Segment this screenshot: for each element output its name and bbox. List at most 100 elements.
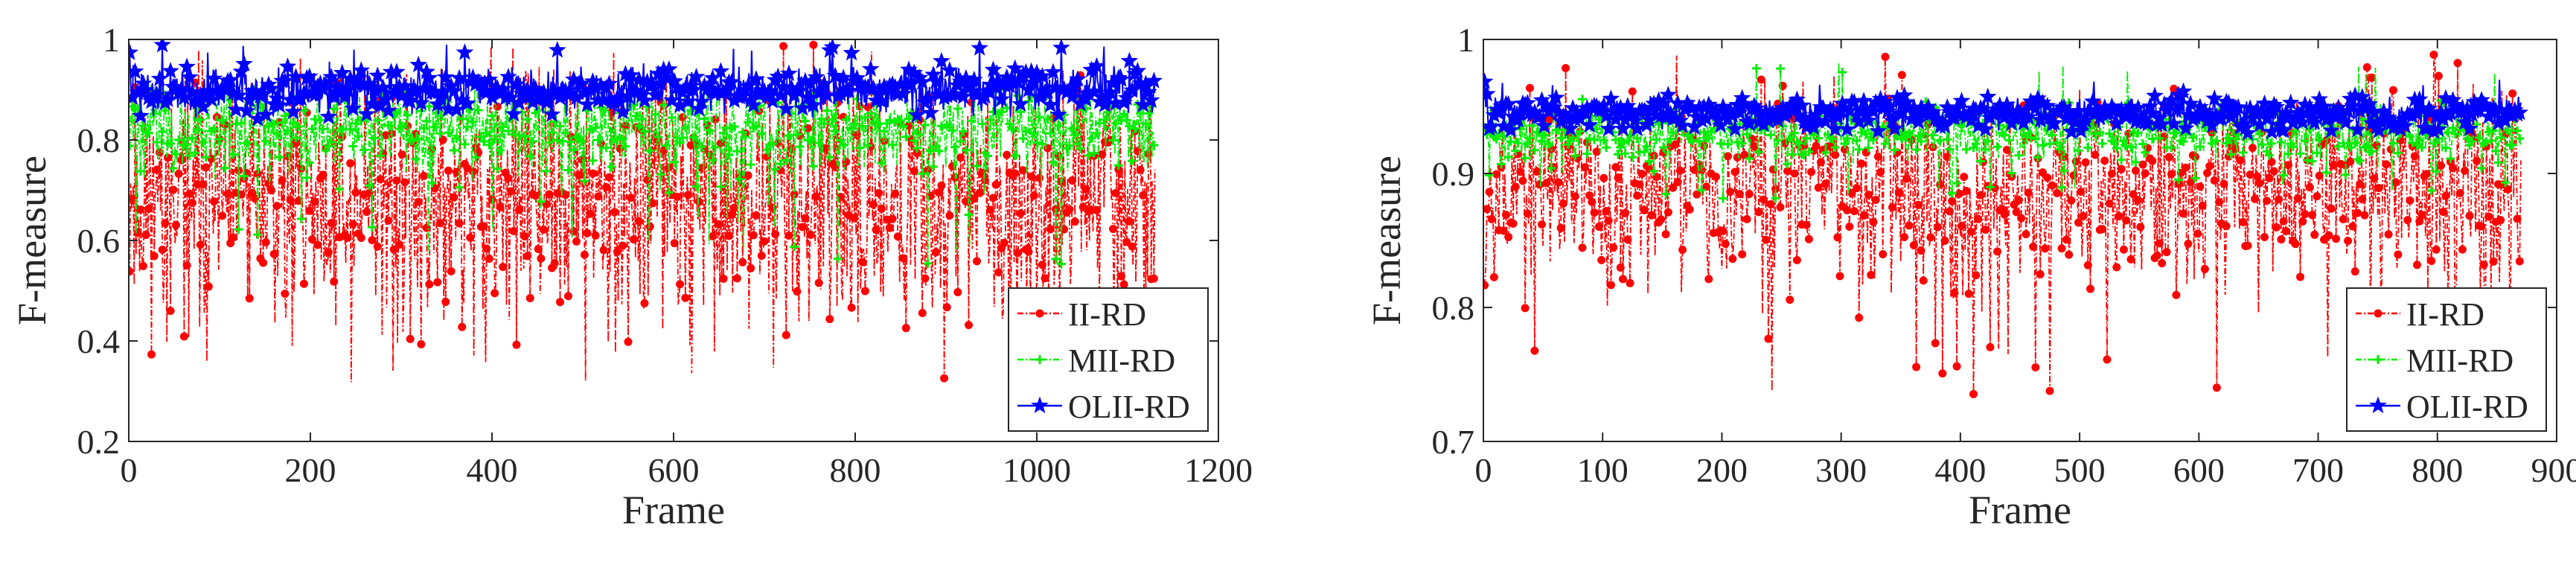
chart0-point-mii-rd bbox=[808, 162, 818, 171]
chart0-point-olii-rd bbox=[723, 72, 741, 90]
chart0-point-olii-rd bbox=[221, 71, 240, 88]
chart1-point-mii-rd bbox=[1513, 138, 1523, 148]
chart0-point-mii-rd bbox=[495, 145, 505, 155]
chart1-point-olii-rd bbox=[2069, 101, 2088, 119]
chart0-point-ii-rd bbox=[281, 290, 290, 299]
chart1-point-ii-rd bbox=[2360, 211, 2369, 220]
chart0-point-ii-rd bbox=[888, 214, 897, 223]
chart1-point-ii-rd bbox=[1876, 167, 1885, 176]
chart1-point-ii-rd bbox=[2062, 235, 2071, 244]
chart0-point-mii-rd bbox=[1122, 115, 1131, 125]
chart0-point-mii-rd bbox=[135, 167, 145, 176]
chart1-point-mii-rd bbox=[1897, 134, 1907, 144]
chart1-point-mii-rd bbox=[2393, 148, 2403, 158]
chart0-point-olii-rd bbox=[1033, 67, 1052, 84]
chart0-point-ii-rd bbox=[1038, 261, 1046, 269]
chart1-point-ii-rd bbox=[2198, 201, 2207, 210]
chart1-point-mii-rd bbox=[2486, 135, 2496, 145]
chart0-point-ii-rd bbox=[158, 245, 167, 254]
chart1-point-ii-rd bbox=[1760, 195, 1768, 204]
chart0-series-olii-rd bbox=[129, 39, 1163, 127]
chart0-point-olii-rd bbox=[1142, 91, 1160, 108]
chart1-point-mii-rd bbox=[1864, 143, 1873, 153]
chart1-point-ii-rd bbox=[2362, 63, 2371, 71]
chart0-point-ii-rd bbox=[202, 163, 211, 172]
chart0-point-olii-rd bbox=[322, 68, 340, 85]
chart1-point-ii-rd bbox=[2429, 51, 2438, 60]
chart0-point-mii-rd bbox=[863, 141, 873, 150]
chart1-point-mii-rd bbox=[2105, 129, 2115, 138]
chart1-point-mii-rd bbox=[1742, 130, 1752, 139]
chart0-point-ii-rd bbox=[1024, 247, 1033, 256]
chart0-point-ii-rd bbox=[1043, 144, 1052, 153]
chart0-point-ii-rd bbox=[768, 203, 777, 212]
chart1-point-mii-rd bbox=[1985, 182, 1995, 192]
chart1-xtick-label: 800 bbox=[2412, 451, 2463, 489]
chart0-point-ii-rd bbox=[956, 153, 965, 162]
chart1-point-ii-rd bbox=[2205, 162, 2214, 170]
chart1-point-mii-rd bbox=[2429, 138, 2438, 148]
chart1-point-mii-rd bbox=[2083, 143, 2093, 153]
chart0-point-ii-rd bbox=[942, 303, 951, 312]
chart0-point-olii-rd bbox=[1009, 72, 1027, 90]
chart0-point-ii-rd bbox=[627, 194, 636, 202]
chart1-point-olii-rd bbox=[1736, 95, 1754, 112]
chart0-point-mii-rd bbox=[1070, 130, 1080, 139]
chart0-xtick-label: 0 bbox=[121, 451, 138, 489]
chart0-point-mii-rd bbox=[272, 129, 281, 138]
chart1-ytick-label: 1 bbox=[1457, 21, 1474, 59]
chart0-point-mii-rd bbox=[866, 109, 875, 118]
chart1-point-mii-rd bbox=[2448, 124, 2458, 133]
chart0-point-olii-rd bbox=[992, 90, 1011, 107]
chart0-point-olii-rd bbox=[444, 82, 463, 99]
chart1-point-olii-rd bbox=[2176, 119, 2195, 136]
chart0-point-mii-rd bbox=[782, 156, 791, 165]
chart0-point-mii-rd bbox=[1051, 254, 1061, 264]
chart0-point-mii-rd bbox=[283, 126, 293, 135]
chart0-point-mii-rd bbox=[558, 136, 568, 146]
chart0-point-mii-rd bbox=[800, 116, 810, 126]
chart1-point-ii-rd bbox=[1895, 188, 1904, 197]
chart1-point-ii-rd bbox=[1859, 211, 1868, 220]
chart1-point-ii-rd bbox=[1938, 369, 1947, 378]
chart0-point-ii-rd bbox=[1070, 217, 1079, 226]
chart1-point-ii-rd bbox=[1523, 209, 1532, 218]
chart1-point-mii-rd bbox=[2155, 133, 2164, 143]
chart0-point-mii-rd bbox=[129, 141, 135, 151]
chart0-point-ii-rd bbox=[812, 192, 821, 201]
chart1-point-ii-rd bbox=[2374, 184, 2383, 193]
chart1-point-olii-rd bbox=[1535, 116, 1553, 134]
chart0-xtick-label: 1200 bbox=[1184, 451, 1253, 489]
chart0-point-ii-rd bbox=[1128, 242, 1137, 251]
chart1-point-olii-rd bbox=[2310, 90, 2328, 107]
chart0-point-mii-rd bbox=[920, 121, 930, 130]
chart1-point-mii-rd bbox=[2267, 138, 2277, 148]
chart0-point-mii-rd bbox=[490, 134, 499, 144]
chart0-xtick-label: 400 bbox=[467, 451, 518, 489]
chart1-point-mii-rd bbox=[1971, 139, 1981, 149]
chart0-point-ii-rd bbox=[269, 249, 278, 258]
chart1-point-ii-rd bbox=[2246, 170, 2254, 179]
chart0-point-mii-rd bbox=[819, 118, 829, 128]
chart1-legend-swatch-marker bbox=[2374, 355, 2382, 364]
chart0-point-ii-rd bbox=[406, 334, 415, 343]
chart0-point-ii-rd bbox=[174, 169, 183, 178]
chart0-point-olii-rd bbox=[180, 68, 199, 85]
chart0-point-olii-rd bbox=[848, 68, 866, 86]
chart1-point-ii-rd bbox=[2515, 257, 2524, 266]
chart1-point-ii-rd bbox=[2496, 216, 2505, 225]
chart1-point-mii-rd bbox=[1773, 135, 1783, 145]
chart1-point-olii-rd bbox=[1748, 99, 1765, 116]
chart0-point-olii-rd bbox=[693, 92, 711, 109]
chart1-point-ii-rd bbox=[1606, 281, 1615, 290]
chart0-point-mii-rd bbox=[528, 136, 537, 146]
chart0-point-ii-rd bbox=[580, 250, 589, 259]
chart0-point-olii-rd bbox=[1120, 51, 1139, 69]
chart0-point-mii-rd bbox=[345, 124, 355, 134]
chart1-point-mii-rd bbox=[1707, 127, 1716, 137]
chart1-point-mii-rd bbox=[1775, 64, 1785, 74]
chart1-point-olii-rd bbox=[2144, 104, 2161, 121]
chart0-point-mii-rd bbox=[547, 127, 557, 137]
chart0-point-olii-rd bbox=[1069, 70, 1087, 87]
chart0-point-ii-rd bbox=[980, 176, 989, 185]
